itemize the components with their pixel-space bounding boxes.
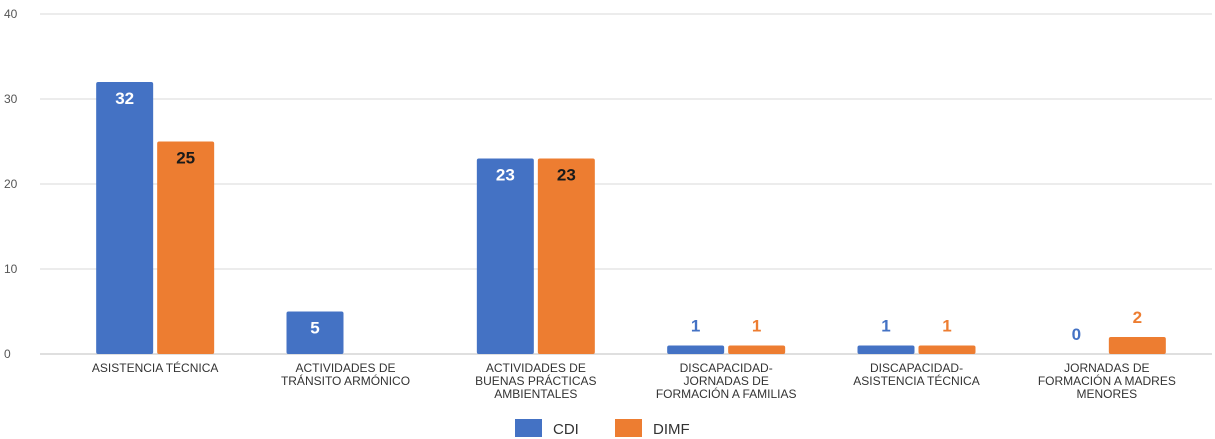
x-tick-label: AMBIENTALES bbox=[494, 387, 577, 401]
data-label-dimf: 1 bbox=[942, 317, 951, 336]
data-label-dimf: 1 bbox=[752, 317, 761, 336]
x-tick-label: ASISTENCIA TÉCNICA bbox=[853, 373, 979, 388]
bar-cdi bbox=[857, 345, 915, 354]
bar-cdi bbox=[286, 311, 344, 354]
bar-dimf bbox=[1108, 337, 1166, 354]
y-tick-label: 10 bbox=[4, 262, 18, 276]
data-label-cdi: 5 bbox=[310, 319, 319, 338]
bar-cdi bbox=[667, 345, 725, 354]
data-label-cdi: 0 bbox=[1072, 325, 1081, 344]
x-tick-label: BUENAS PRÁCTICAS bbox=[475, 373, 596, 388]
x-tick-label: FORMACIÓN A MADRES bbox=[1038, 373, 1176, 388]
y-tick-label: 40 bbox=[4, 7, 18, 21]
x-tick-label: JORNADAS DE bbox=[683, 374, 768, 388]
x-tick-label: MENORES bbox=[1076, 387, 1137, 401]
legend-swatch-dimf bbox=[615, 419, 642, 437]
bar-dimf bbox=[728, 345, 786, 354]
data-label-cdi: 1 bbox=[691, 317, 700, 336]
data-labels: 32 25 5 23 23 1 1 1 1 0 2 bbox=[115, 89, 1142, 344]
data-label-cdi: 1 bbox=[881, 317, 890, 336]
data-label-cdi: 32 bbox=[115, 89, 134, 108]
x-tick-label: DISCAPACIDAD- bbox=[680, 361, 773, 375]
x-tick-label: ASISTENCIA TÉCNICA bbox=[92, 360, 218, 375]
y-tick-label: 30 bbox=[4, 92, 18, 106]
bar-cdi bbox=[96, 82, 154, 354]
x-axis: ASISTENCIA TÉCNICA ACTIVIDADES DETRÁNSITO… bbox=[92, 360, 1176, 401]
x-tick-label: ACTIVIDADES DE bbox=[486, 361, 586, 375]
bars bbox=[96, 82, 1166, 354]
legend: CDI DIMF bbox=[515, 419, 690, 438]
bar-dimf bbox=[157, 141, 215, 354]
legend-swatch-cdi bbox=[515, 419, 542, 437]
gridlines bbox=[40, 13, 1212, 355]
data-label-dimf: 2 bbox=[1133, 308, 1142, 327]
x-tick-label: JORNADAS DE bbox=[1064, 361, 1149, 375]
y-tick-label: 0 bbox=[4, 347, 11, 361]
bar-cdi bbox=[476, 158, 534, 354]
x-tick-label: TRÁNSITO ARMÓNICO bbox=[281, 373, 410, 388]
data-label-cdi: 23 bbox=[496, 166, 515, 185]
x-tick-label: FORMACIÓN A FAMILIAS bbox=[656, 386, 797, 401]
bar-dimf bbox=[918, 345, 976, 354]
y-tick-label: 20 bbox=[4, 177, 18, 191]
data-label-dimf: 23 bbox=[557, 166, 576, 185]
legend-label-cdi: CDI bbox=[553, 421, 579, 438]
bar-dimf bbox=[537, 158, 595, 354]
x-tick-label: ACTIVIDADES DE bbox=[295, 361, 395, 375]
x-tick-label: DISCAPACIDAD- bbox=[870, 361, 963, 375]
legend-label-dimf: DIMF bbox=[653, 421, 690, 438]
y-axis: 0 10 20 30 40 bbox=[4, 7, 18, 361]
data-label-dimf: 25 bbox=[176, 149, 195, 168]
